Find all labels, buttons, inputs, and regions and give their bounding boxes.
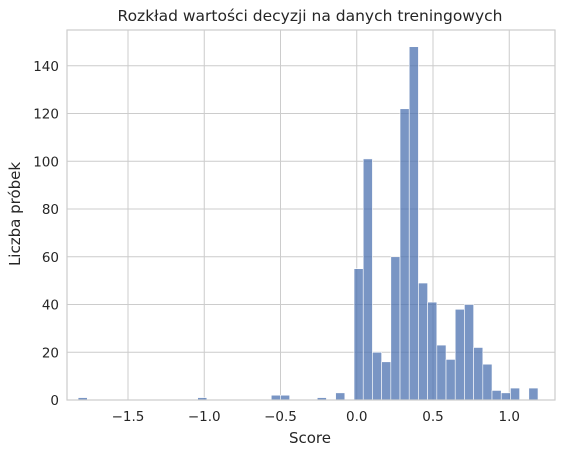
y-tick-label: 60 [42, 250, 59, 266]
y-tick-label: 80 [42, 202, 59, 218]
x-axis-label: Score [289, 429, 331, 447]
y-tick-labels: 0 20 40 60 80 100 120 140 [33, 59, 59, 409]
x-tick-label: −1.0 [188, 409, 221, 425]
histogram-bar [335, 392, 346, 401]
histogram-bar [473, 347, 484, 401]
histogram-bars [77, 46, 539, 401]
histogram-bar [482, 363, 493, 401]
histogram-bar [362, 158, 373, 401]
y-tick-label: 0 [50, 393, 59, 409]
histogram-bar [280, 394, 290, 401]
y-tick-label: 40 [42, 298, 59, 314]
x-tick-label: −0.5 [264, 409, 297, 425]
histogram-bar [427, 301, 438, 401]
histogram-bar [418, 282, 428, 401]
y-tick-label: 20 [42, 345, 59, 361]
histogram-bar [528, 387, 539, 401]
y-tick-label: 120 [33, 107, 59, 123]
y-axis-label: Liczba próbek [6, 162, 24, 266]
x-gridlines [127, 30, 510, 400]
x-tick-label: −1.5 [112, 409, 145, 425]
histogram-bar [381, 361, 392, 401]
x-tick-label: 1.0 [499, 409, 520, 425]
x-tick-labels: −1.5 −1.0 −0.5 0.0 0.5 1.0 [112, 409, 520, 425]
y-gridlines [67, 65, 555, 401]
histogram-bar [390, 256, 401, 401]
x-tick-label: 0.5 [422, 409, 443, 425]
histogram-bar [353, 268, 364, 401]
plot-frame [66, 29, 556, 401]
histogram-bar [270, 394, 281, 401]
histogram-bar [454, 308, 465, 401]
histogram-bar [510, 387, 520, 401]
chart-title: Rozkład wartości decyzji na danych treni… [118, 7, 503, 25]
y-tick-label: 140 [33, 59, 59, 75]
x-tick-label: 0.0 [346, 409, 367, 425]
histogram-bar [372, 351, 382, 401]
histogram-bar [399, 108, 410, 401]
histogram-bar [500, 392, 511, 401]
y-tick-label: 100 [33, 154, 59, 170]
histogram-bar [436, 344, 447, 401]
histogram-bar [464, 304, 474, 401]
histogram-bar [491, 390, 502, 401]
histogram-bar [408, 46, 419, 401]
histogram-bar [445, 359, 456, 401]
